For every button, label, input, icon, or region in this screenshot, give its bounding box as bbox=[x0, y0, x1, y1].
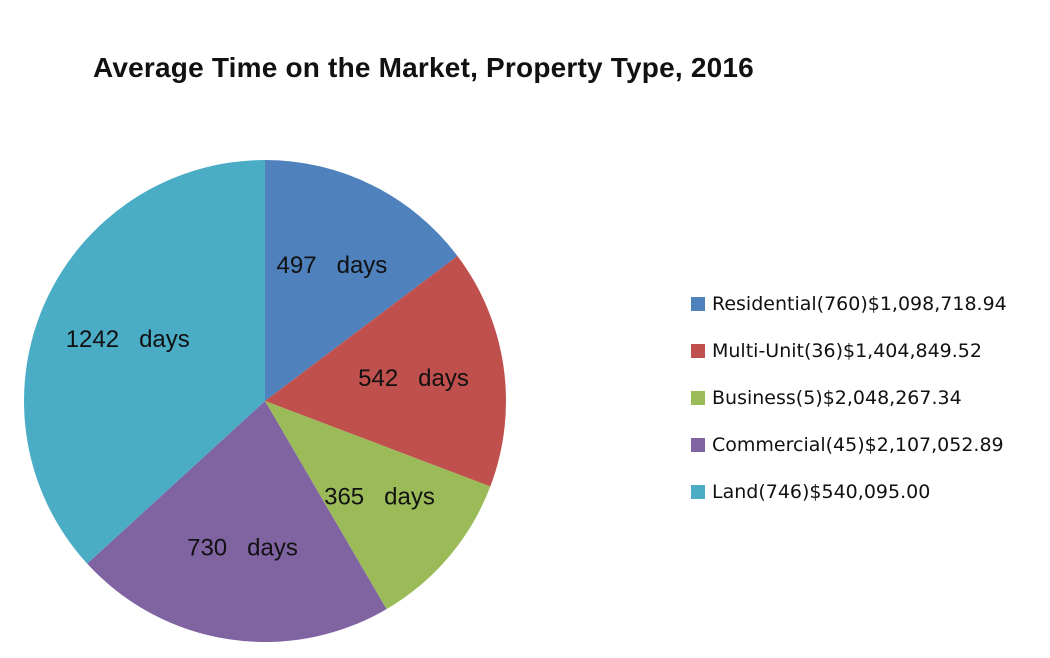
slice-label-business: 365 days bbox=[324, 483, 435, 510]
legend-label-residential: Residential(760)$1,098,718.94 bbox=[712, 293, 1007, 315]
pie-slice-residential bbox=[265, 160, 458, 401]
legend-item-business: Business(5)$2,048,267.34 bbox=[691, 382, 1007, 414]
legend-item-multi-unit: Multi-Unit(36)$1,404,849.52 bbox=[691, 335, 1007, 367]
slice-label-multi-unit: 542 days bbox=[358, 365, 469, 392]
legend-label-business: Business(5)$2,048,267.34 bbox=[712, 387, 962, 409]
chart-title: Average Time on the Market, Property Typ… bbox=[93, 52, 754, 83]
chart-legend: Residential(760)$1,098,718.94 Multi-Unit(… bbox=[691, 288, 1007, 523]
legend-swatch-residential bbox=[691, 297, 705, 311]
legend-swatch-business bbox=[691, 391, 705, 405]
legend-swatch-multi-unit bbox=[691, 344, 705, 358]
pie-slice-land bbox=[23, 160, 266, 564]
legend-item-residential: Residential(760)$1,098,718.94 bbox=[691, 288, 1007, 320]
pie-slice-multi-unit bbox=[265, 255, 506, 487]
slice-label-commercial: 730 days bbox=[187, 535, 298, 562]
pie-slice-labels: 497 days 542 days 365 days 730 days 1242 day… bbox=[66, 252, 469, 562]
legend-item-commercial: Commercial(45)$2,107,052.89 bbox=[691, 429, 1007, 461]
pie-slices bbox=[23, 160, 506, 642]
legend-label-multi-unit: Multi-Unit(36)$1,404,849.52 bbox=[712, 340, 982, 362]
pie-slice-business bbox=[265, 401, 491, 610]
slice-label-residential: 497 days bbox=[277, 252, 388, 279]
legend-swatch-commercial bbox=[691, 438, 705, 452]
legend-label-land: Land(746)$540,095.00 bbox=[712, 481, 931, 503]
legend-label-commercial: Commercial(45)$2,107,052.89 bbox=[712, 434, 1004, 456]
slice-label-land: 1242 days bbox=[66, 326, 190, 353]
legend-swatch-land bbox=[691, 485, 705, 499]
pie-slice-commercial bbox=[87, 401, 387, 642]
legend-item-land: Land(746)$540,095.00 bbox=[691, 476, 1007, 508]
